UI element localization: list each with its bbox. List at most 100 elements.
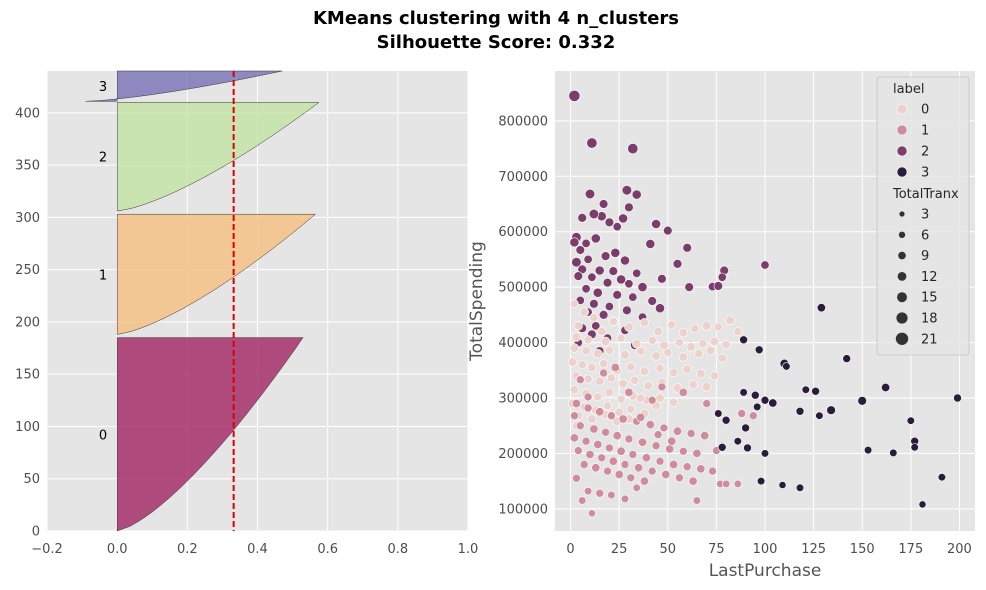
legend-size-marker [898,251,906,260]
scatter-point [657,382,667,392]
scatter-point [678,387,688,397]
scatter-point [579,460,589,469]
scatter-point [700,431,710,441]
scatter-point [653,326,663,337]
silhouette-y-tick-label: 200 [15,315,40,330]
scatter-point [628,292,638,302]
scatter-point [692,496,702,505]
legend-size-marker [895,332,909,345]
scatter-point [760,449,770,458]
scatter-point [686,429,696,438]
scatter-point [569,237,580,248]
scatter-point [583,335,593,345]
scatter-point [663,225,673,236]
scatter-point [778,481,787,489]
scatter-point [713,281,723,291]
scatter-point [616,446,626,456]
scatter-point [624,434,634,444]
scatter-point [612,431,622,441]
scatter-point [668,367,679,378]
scatter-point [594,376,605,387]
scatter-point [608,266,618,276]
legend-size-title: TotalTranx [892,187,959,202]
scatter-point [717,272,727,282]
scatter-point [717,442,727,452]
legend-size-label: 6 [921,228,929,243]
scatter-point [628,450,638,459]
scatter-plot: 0 25 50 75 100 125 150 175 200 10000020000030000… [467,71,975,581]
scatter-point [801,385,810,394]
scatter-points [567,90,962,518]
scatter-point [569,343,580,353]
scatter-point [608,316,618,326]
silhouette-cluster-label: 3 [99,80,107,95]
scatter-point [602,278,613,288]
silhouette-cluster-2 [116,102,320,212]
scatter-point [578,496,587,505]
scatter-point [737,409,747,418]
scatter-point [583,254,593,264]
scatter-point [705,345,716,355]
scatter-point [651,441,661,451]
scatter-point [669,397,679,407]
scatter-point [659,340,669,350]
scatter-point [698,339,708,349]
scatter-point [631,189,642,200]
silhouette-x-ticks: −0.2 0.0 0.2 0.4 0.6 0.8 1.0 [31,542,478,557]
scatter-point [604,217,615,228]
figure-title: KMeans clustering with 4 n_clusters [313,8,679,29]
silhouette-y-tick-label: 350 [15,159,40,174]
scatter-point [627,143,639,155]
scatter-point [621,185,633,196]
silhouette-clusters: 0 1 2 3 [85,70,320,532]
scatter-point [937,473,947,482]
scatter-point [709,371,719,381]
scatter-x-tick-label: 50 [660,542,677,557]
legend-size-label: 21 [921,332,938,347]
legend-size-label: 18 [921,312,938,327]
scatter-point [701,382,712,392]
scatter-point [721,415,731,425]
scatter-point [682,462,692,472]
scatter-point [639,476,649,486]
scatter-x-tick-label: 150 [850,542,875,557]
silhouette-y-tick-label: 150 [15,368,40,383]
scatter-point [618,213,628,224]
silhouette-y-tick-label: 250 [15,263,40,278]
scatter-point [760,395,770,405]
scatter-point [639,366,650,377]
scatter-point [591,463,601,473]
scatter-point [678,327,688,338]
scatter-point [672,426,682,436]
scatter-point [655,456,665,466]
scatter-point [603,466,612,476]
scatter-point [686,342,696,352]
scatter-point [816,303,826,313]
scatter-point [795,406,805,416]
scatter-point [587,272,597,282]
scatter-point [682,364,692,374]
scatter-point [733,479,742,489]
scatter-point [577,213,587,223]
silhouette-cluster-1 [116,213,317,335]
scatter-point [714,409,723,418]
silhouette-x-tick-label: 0.0 [107,542,128,557]
scatter-point [645,238,656,249]
scatter-point [600,336,611,347]
figure-subtitle: Silhouette Score: 0.332 [377,32,616,53]
scatter-point [601,427,610,437]
scatter-point [577,360,587,370]
silhouette-y-tick-label: 300 [15,211,40,226]
scatter-point [630,375,640,385]
scatter-point [571,257,582,268]
legend-hue-label: 2 [921,145,929,160]
scatter-point [569,433,579,443]
silhouette-cluster-0 [116,337,304,532]
silhouette-x-tick-label: −0.2 [31,542,63,557]
scatter-point [620,460,630,469]
scatter-point [637,282,648,292]
scatter-point [663,347,673,357]
scatter-point [733,326,743,336]
scatter-point [620,494,630,504]
